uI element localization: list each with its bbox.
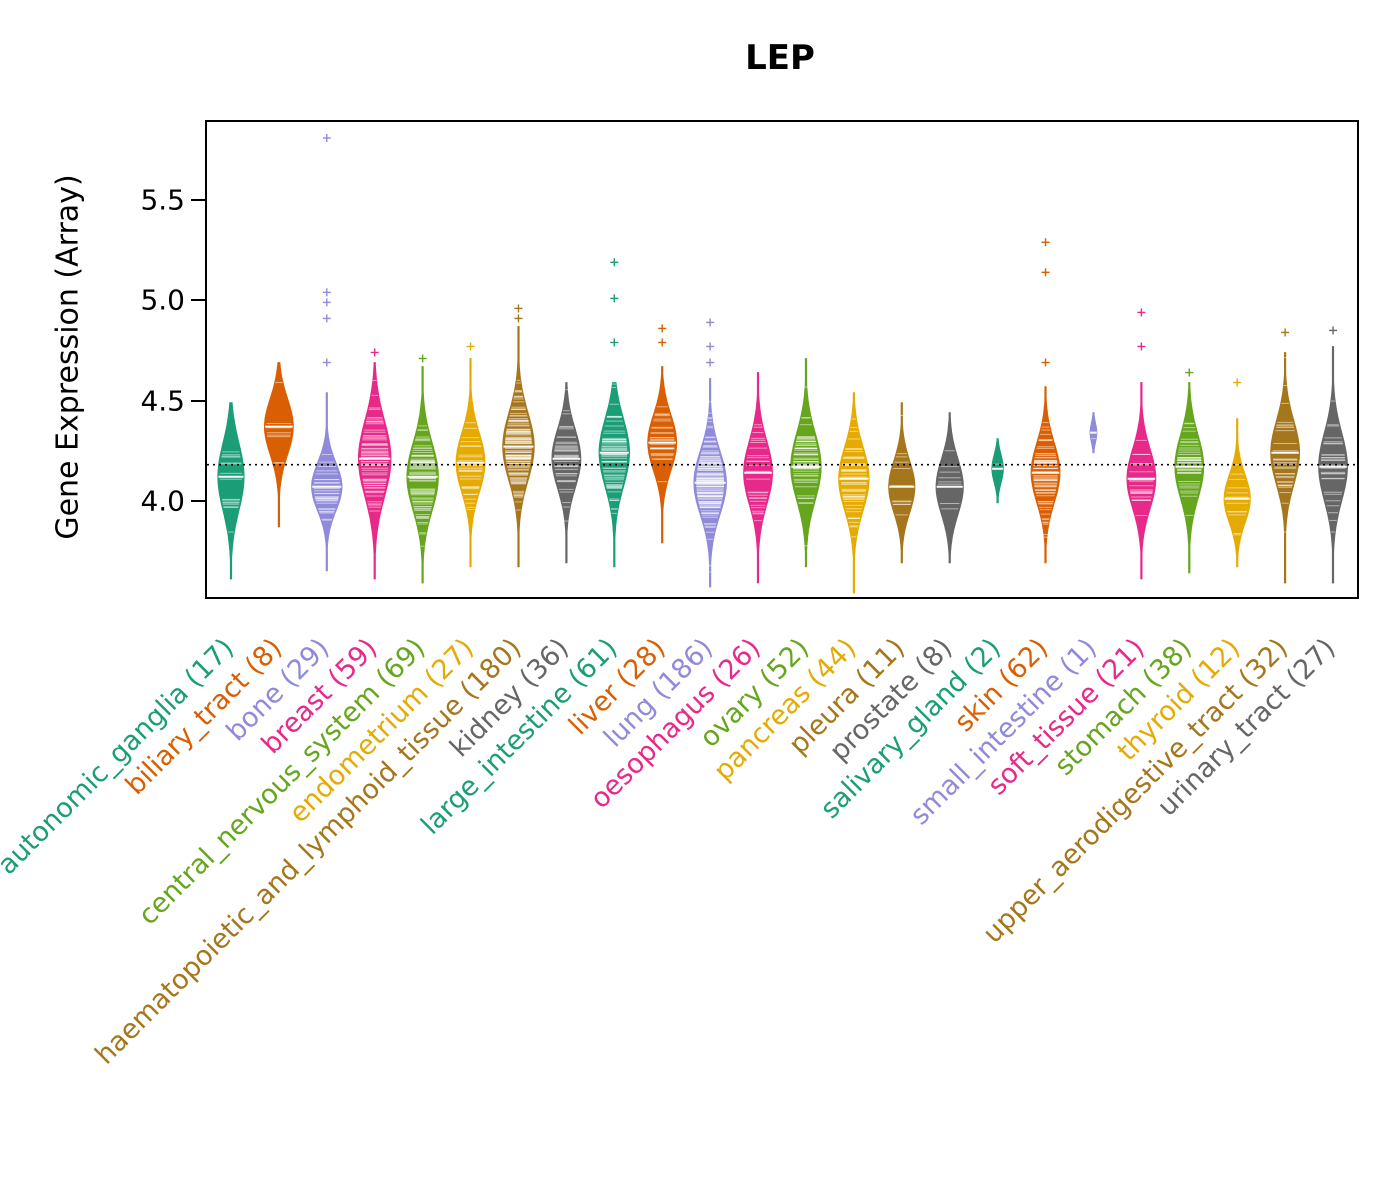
y-tick-label: 4.0 <box>140 484 185 518</box>
violin-body <box>1030 386 1061 564</box>
y-axis-tick <box>191 299 205 302</box>
y-axis-tick <box>191 399 205 402</box>
violin-pancreas <box>838 392 870 594</box>
violin-body <box>357 362 392 580</box>
y-axis-tick <box>191 499 205 502</box>
y-axis-tick <box>191 199 205 202</box>
violin-haematopoietic_and_lymphoid_tissue <box>502 304 535 568</box>
y-axis-label: Gene Expression (Array) <box>50 174 86 540</box>
violin-bone <box>311 134 343 572</box>
y-tick-label: 5.5 <box>140 183 185 217</box>
violin-plot-svg <box>207 134 1357 594</box>
violin-body <box>264 362 294 528</box>
violin-body <box>838 392 870 594</box>
violin-salivary_gland <box>991 438 1004 504</box>
violin-body <box>1270 352 1300 584</box>
y-tick-label: 5.0 <box>140 283 185 317</box>
violin-ovary <box>790 358 822 568</box>
violin-small_intestine <box>1089 412 1098 454</box>
violin-endometrium <box>455 342 486 568</box>
violin-body <box>217 402 245 580</box>
violin-skin <box>1030 238 1061 564</box>
violin-biliary_tract <box>264 362 294 528</box>
violin-stomach <box>1174 368 1205 574</box>
y-tick-label: 4.5 <box>140 384 185 418</box>
violin-upper_aerodigestive_tract <box>1270 328 1300 584</box>
violin-central_nervous_system <box>406 354 439 584</box>
violin-urinary_tract <box>1318 326 1348 584</box>
violin-body <box>311 392 343 572</box>
violin-oesophagus <box>743 372 773 584</box>
violin-soft_tissue <box>1126 308 1157 580</box>
violin-body <box>888 402 916 564</box>
violin-pleura <box>888 402 916 564</box>
violin-liver <box>647 324 678 544</box>
chart-title: LEP <box>745 38 815 78</box>
violin-lung <box>693 318 727 588</box>
violin-breast <box>357 348 392 580</box>
violin-kidney <box>551 382 582 564</box>
violin-thyroid <box>1223 378 1251 568</box>
violin-body <box>790 358 822 568</box>
violin-autonomic_ganglia <box>217 402 245 580</box>
plot-area <box>205 120 1359 599</box>
violin-prostate <box>935 412 964 564</box>
violin-large_intestine <box>598 258 631 568</box>
violin-body <box>743 372 773 584</box>
violin-body <box>1174 382 1205 574</box>
violin-body <box>551 382 582 564</box>
violin-body <box>991 438 1004 504</box>
